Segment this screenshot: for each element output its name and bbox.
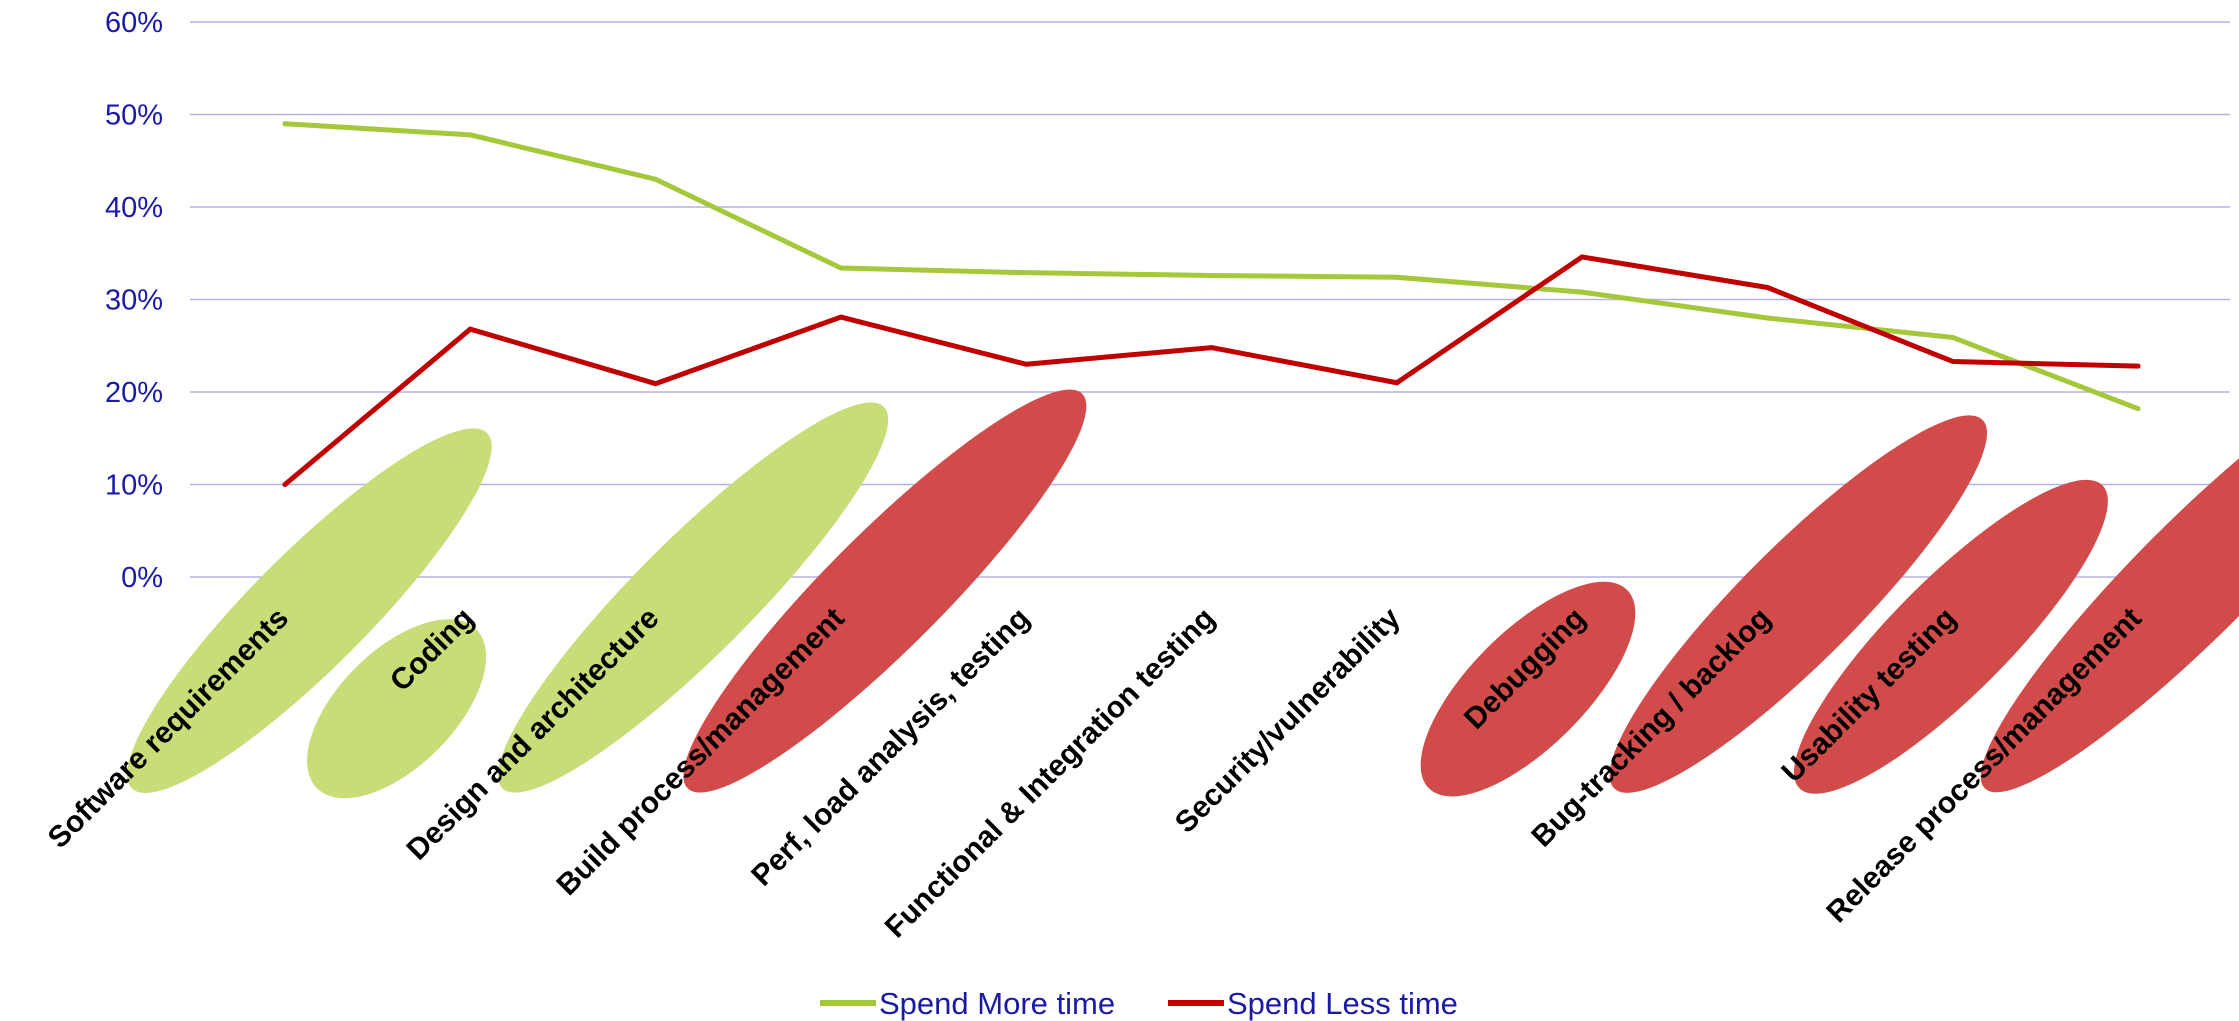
data-point-spend-less-time-bug-tracking-backlog [1764,284,1770,290]
legend-label-spend-less: Spend Less time [1227,986,1458,1021]
data-point-spend-more-time-security-vulnerability [1394,274,1400,280]
data-point-spend-less-time-software-requirements [282,482,288,487]
highlight-design-and-architecture [497,402,889,793]
category-highlights [127,363,2239,799]
y-tick-label-60: 60% [105,7,163,39]
data-point-spend-less-time-debugging [1579,254,1585,260]
data-point-spend-more-time-perf-load-analysis-testing [1023,270,1029,276]
y-tick-label-40: 40% [105,192,163,224]
highlight-usability-testing [1793,479,2108,794]
data-point-spend-more-time-design-and-architecture [653,176,659,182]
y-tick-label-10: 10% [105,470,163,502]
data-point-spend-less-time-usability-testing [1950,358,1956,364]
y-tick-label-20: 20% [105,377,163,409]
series-line-spend-less-time [282,254,2141,487]
highlight-software-requirements [127,428,492,793]
data-point-spend-less-time-design-and-architecture [653,381,659,387]
data-point-spend-more-time-coding [467,132,473,138]
data-point-spend-more-time-usability-testing [1950,334,1956,340]
series-line-spend-more-time [282,121,2141,412]
data-point-spend-less-time-release-process-management [2135,363,2141,369]
data-point-spend-more-time-build-process-management [838,265,844,271]
grid-lines [190,21,2230,578]
highlight-build-process-management [683,389,1087,793]
data-point-spend-more-time-bug-tracking-backlog [1764,315,1770,321]
data-point-spend-more-time-release-process-management [2135,406,2141,412]
y-tick-label-50: 50% [105,100,163,132]
legend: Spend More time Spend Less time [820,986,1458,1021]
data-point-spend-less-time-build-process-management [838,314,844,320]
data-point-spend-less-time-perf-load-analysis-testing [1023,361,1029,367]
category-label-functional-integration-testing: Functional & Integration testing [879,602,1222,945]
highlight-debugging [1420,581,1636,797]
y-tick-label-0: 0% [121,562,163,594]
highlight-coding [307,619,487,799]
data-point-spend-less-time-coding [467,326,473,332]
data-point-spend-less-time-security-vulnerability [1394,380,1400,386]
highlight-release-process-management [1980,363,2239,793]
highlight-bug-tracking-backlog [1609,415,1988,793]
data-point-spend-more-time-software-requirements [282,121,288,127]
data-point-spend-less-time-functional-integration-testing [1209,345,1214,351]
legend-label-spend-more: Spend More time [879,986,1115,1021]
y-axis-ticks: 0% 10% 20% 30% 40% 50% 60% [105,7,163,594]
data-point-spend-more-time-debugging [1579,289,1585,295]
series-lines [282,121,2141,487]
y-tick-label-30: 30% [105,285,163,317]
data-point-spend-more-time-functional-integration-testing [1209,272,1214,278]
